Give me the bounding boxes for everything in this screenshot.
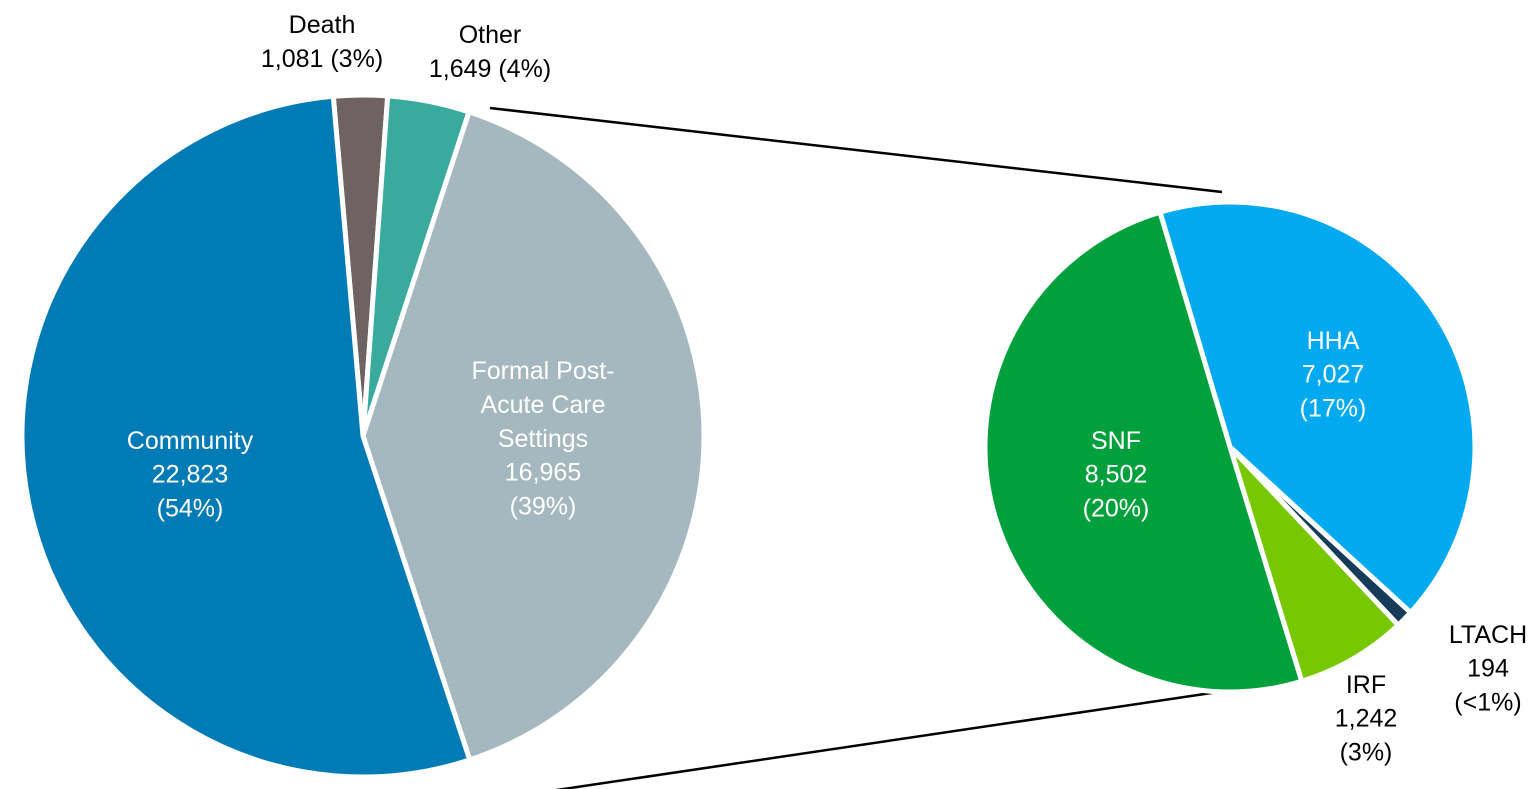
label-line: Acute Care [480, 391, 605, 419]
percent-label: (17%) [1300, 395, 1367, 423]
pie-slice [360, 109, 707, 763]
percent-label: (54%) [157, 495, 224, 523]
value-label: 7,027 [1302, 361, 1365, 389]
value-label: 1,242 [1335, 705, 1398, 733]
value-label: 8,502 [1085, 461, 1148, 489]
slice-label-name: Death [289, 11, 356, 39]
slice-label-name: Other [459, 21, 522, 49]
label-line: LTACH [1449, 621, 1527, 649]
percent-label: (39%) [510, 493, 577, 521]
value-label: 22,823 [152, 461, 228, 489]
pie-slice [19, 93, 473, 780]
label-line: Formal Post- [471, 357, 614, 385]
percent-label: (4%) [498, 55, 551, 83]
label-space [491, 55, 498, 83]
value-label: 194 [1467, 655, 1509, 683]
label-line: Death [289, 11, 356, 39]
percent-label: (3%) [330, 45, 383, 73]
pie-slice [982, 209, 1305, 695]
pie-slice [1157, 199, 1478, 616]
label-line: Other [459, 21, 522, 49]
label-space [323, 45, 330, 73]
slice-label-name: SNF [1091, 427, 1141, 455]
slice-label-name: Community [127, 427, 254, 455]
label-line: Community [127, 427, 254, 455]
percent-label: (3%) [1340, 739, 1393, 767]
connector-line [555, 690, 1219, 789]
slice-label-value: 1,081 (3%) [261, 45, 383, 73]
value-label: 16,965 [505, 459, 581, 487]
label-line: SNF [1091, 427, 1141, 455]
value-label: 1,081 [261, 45, 324, 73]
label-line: Settings [498, 425, 588, 453]
slice-label-name: LTACH [1449, 621, 1527, 649]
label-line: IRF [1346, 671, 1386, 699]
slice-label-name: HHA [1307, 327, 1360, 355]
label-line: HHA [1307, 327, 1360, 355]
connector-line [489, 106, 1223, 194]
percent-label: (20%) [1083, 495, 1150, 523]
slice-label-name: Formal Post- Acute Care Settings [471, 357, 614, 453]
percent-label: (<1%) [1454, 689, 1521, 717]
slice-label-value: 1,649 (4%) [429, 55, 551, 83]
value-label: 1,649 [429, 55, 492, 83]
slice-label-name: IRF [1346, 671, 1386, 699]
